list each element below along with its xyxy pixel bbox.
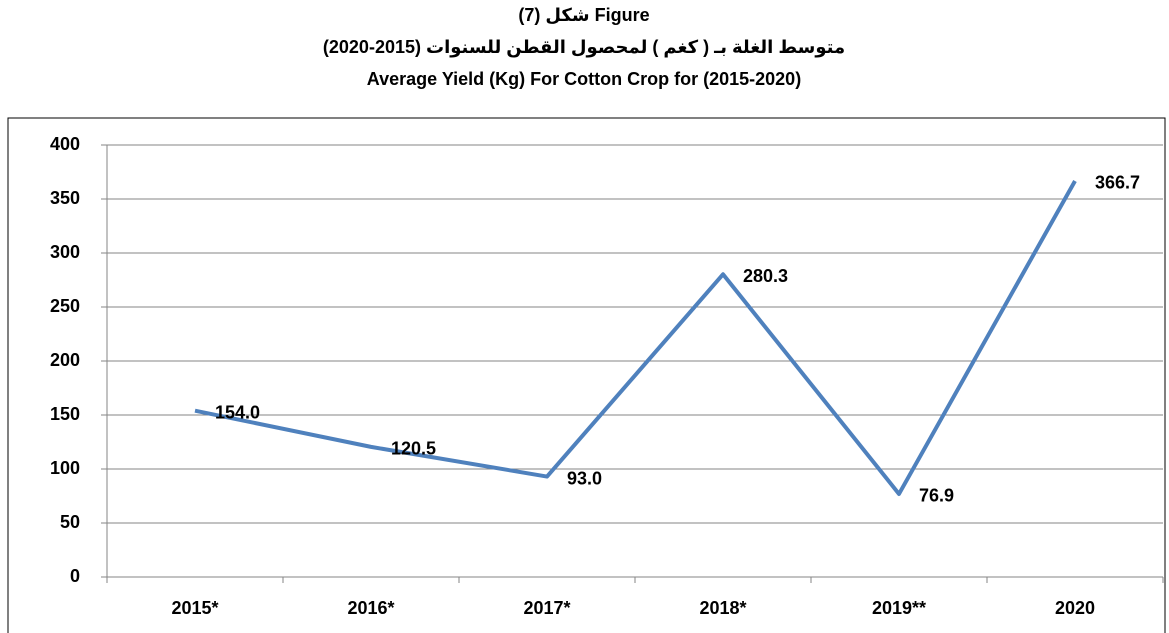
x-tick-label: 2016* <box>347 598 394 618</box>
y-tick-label: 50 <box>60 512 80 532</box>
x-tick-label: 2020 <box>1055 598 1095 618</box>
y-tick-label: 150 <box>50 404 80 424</box>
data-label: 154.0 <box>215 402 260 422</box>
y-tick-label: 0 <box>70 566 80 586</box>
y-tick-label: 300 <box>50 242 80 262</box>
chart-title: شكل (7) Figure <box>518 5 649 25</box>
x-tick-label: 2015* <box>171 598 218 618</box>
data-label: 366.7 <box>1095 173 1140 193</box>
x-tick-label: 2018* <box>699 598 746 618</box>
y-tick-label: 200 <box>50 350 80 370</box>
x-tick-label: 2017* <box>523 598 570 618</box>
y-tick-label: 400 <box>50 134 80 154</box>
y-tick-label: 100 <box>50 458 80 478</box>
data-label: 280.3 <box>743 266 788 286</box>
chart-subtitle: متوسط الغلة بـ ( كغم ) لمحصول القطن للسن… <box>323 37 845 58</box>
chart-subtitle: Average Yield (Kg) For Cotton Crop for (… <box>367 69 801 89</box>
data-label: 120.5 <box>391 439 436 459</box>
data-label: 76.9 <box>919 486 954 506</box>
y-tick-label: 250 <box>50 296 80 316</box>
data-label: 93.0 <box>567 468 602 488</box>
line-series <box>194 179 1077 496</box>
x-tick-label: 2019** <box>872 598 926 618</box>
y-tick-label: 350 <box>50 188 80 208</box>
chart-border <box>7 117 1166 633</box>
